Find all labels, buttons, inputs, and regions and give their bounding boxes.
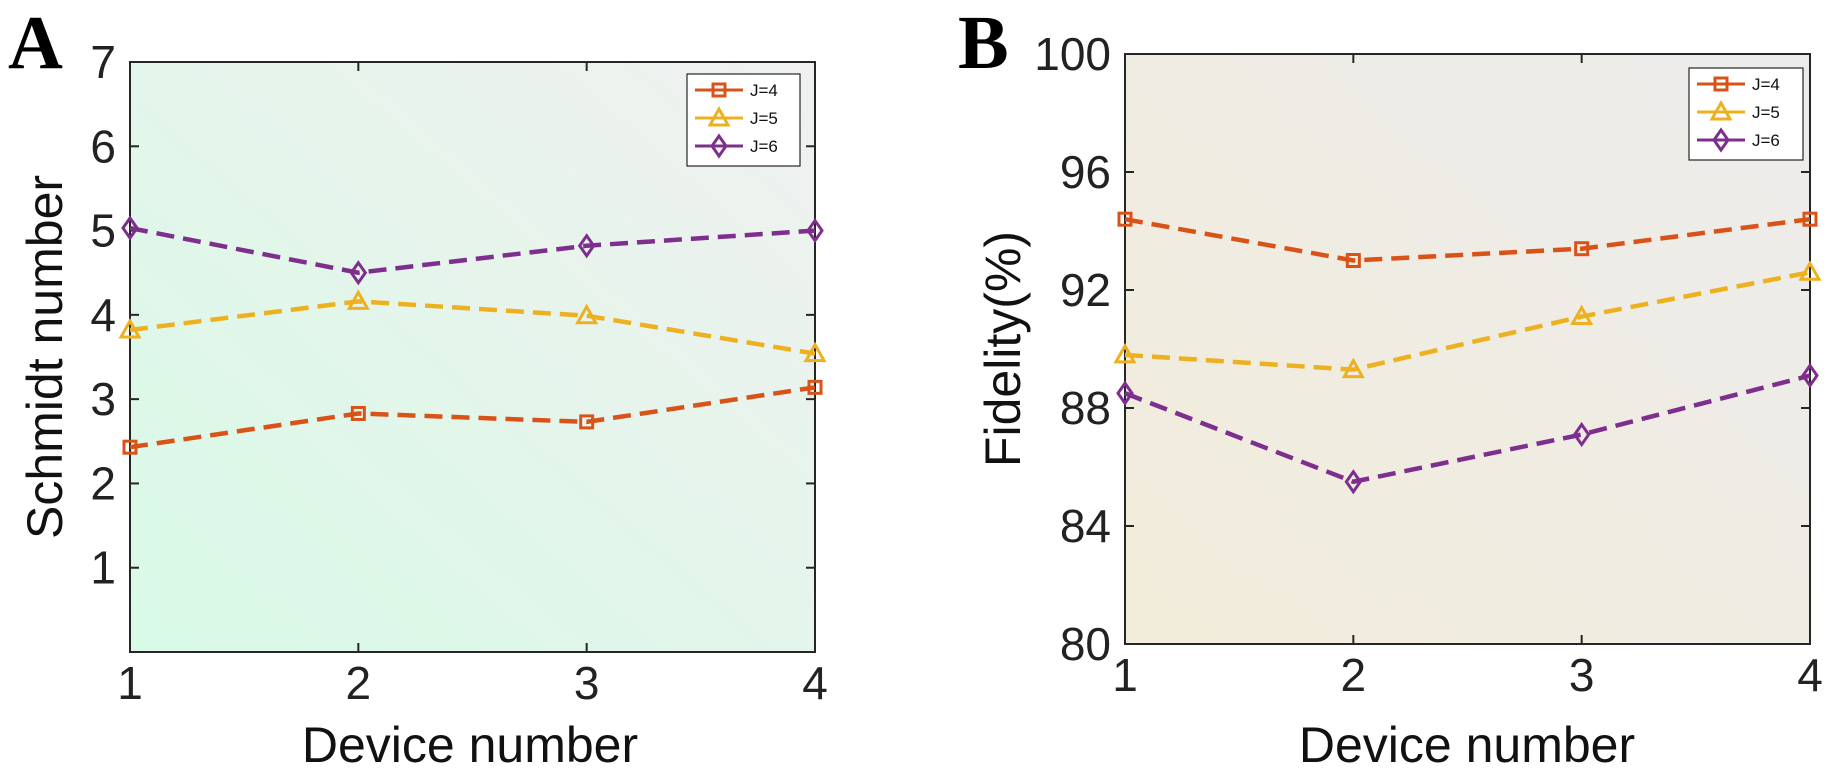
x-tick-label: 3 [1569, 649, 1595, 701]
data-point-J5 [575, 303, 599, 325]
x-tick-label: 2 [1341, 649, 1367, 701]
data-point-J5 [1570, 304, 1594, 326]
data-point-J4 [807, 379, 823, 395]
data-point-J4 [1345, 253, 1361, 268]
legend-marker [1712, 127, 1730, 153]
data-point-J5 [803, 341, 827, 363]
x-axis-title-a: Device number [302, 717, 638, 773]
data-point-J5 [118, 317, 142, 339]
series-line-J6 [1124, 373, 1811, 485]
legend-marker [707, 105, 731, 127]
legend-a: J=4 J=5 J=6 [686, 73, 801, 167]
legend-label: J=5 [750, 109, 778, 128]
x-tick-label: 4 [802, 657, 828, 709]
y-tick-label: 88 [1060, 382, 1111, 434]
legend-box [1688, 67, 1804, 161]
y-tick-label: 96 [1060, 146, 1111, 198]
panel-letter-b: B [958, 1, 1009, 85]
data-point-J6 [1572, 421, 1591, 448]
series-b [1113, 211, 1822, 495]
y-tick-label: 5 [90, 205, 116, 257]
data-point-J6 [1801, 362, 1819, 389]
data-point-J4 [122, 439, 138, 455]
series-line-J4 [129, 385, 816, 450]
panel-a: A 1 2 3 4 1 2 3 4 5 6 7 J=4 J=5 J=6 Device number Sc… [8, 1, 828, 773]
x-axis-title-b: Device number [1299, 717, 1635, 773]
data-point-J4 [1117, 211, 1133, 227]
legend-marker [710, 133, 728, 159]
series-a [118, 215, 827, 455]
data-point-J6 [806, 217, 824, 244]
legend-marker [1713, 76, 1729, 92]
series-line-J5 [1124, 270, 1811, 372]
data-point-J4 [1574, 241, 1590, 257]
series-line-J5 [129, 299, 816, 356]
series-line-J6 [129, 225, 816, 275]
data-point-J6 [577, 233, 596, 259]
legend-marker [711, 82, 727, 98]
y-tick-label: 80 [1060, 618, 1111, 670]
legend-label: J=5 [1752, 103, 1780, 122]
panel-b: B 1 2 3 4 80 84 88 92 96 100 J=4 J=5 J=6 Device num… [958, 1, 1823, 773]
y-tick-label: 92 [1060, 264, 1111, 316]
y-tick-label: 6 [90, 120, 116, 172]
x-tick-label: 2 [346, 657, 372, 709]
y-tick-label: 4 [90, 289, 116, 341]
y-tick-label: 100 [1034, 28, 1111, 80]
data-point-J4 [579, 414, 595, 430]
data-point-J6 [1344, 469, 1363, 495]
legend-marker [1709, 99, 1733, 121]
data-point-J5 [346, 289, 370, 310]
data-point-J6 [349, 260, 368, 286]
data-point-J6 [1116, 380, 1134, 406]
ticks-a: 1 2 3 4 1 2 3 4 5 6 7 [90, 36, 827, 709]
legend-label: J=6 [1752, 131, 1780, 150]
y-tick-label: 84 [1060, 500, 1111, 552]
x-tick-label: 3 [574, 657, 600, 709]
x-tick-label: 4 [1797, 649, 1823, 701]
legend-label: J=4 [750, 81, 778, 100]
y-tick-label: 7 [90, 36, 116, 88]
series-line-J4 [1124, 216, 1811, 263]
y-tick-label: 1 [90, 542, 116, 594]
data-point-J4 [350, 405, 366, 421]
data-point-J5 [1113, 342, 1137, 364]
data-point-J5 [1798, 260, 1822, 281]
legend-label: J=4 [1752, 75, 1780, 94]
legend-box [686, 73, 801, 167]
y-tick-label: 2 [90, 457, 116, 509]
ticks-b: 1 2 3 4 80 84 88 92 96 100 [1034, 28, 1823, 701]
y-axis-title-a: Schmidt number [17, 175, 73, 539]
panel-letter-a: A [8, 1, 63, 85]
legend-label: J=6 [750, 137, 778, 156]
data-point-J6 [121, 215, 139, 241]
x-tick-label: 1 [117, 657, 143, 709]
data-point-J4 [1802, 211, 1818, 227]
x-tick-label: 1 [1112, 649, 1138, 701]
y-tick-label: 3 [90, 373, 116, 425]
data-point-J5 [1341, 357, 1365, 379]
y-axis-title-b: Fidelity(%) [975, 231, 1031, 467]
legend-b: J=4 J=5 J=6 [1688, 67, 1804, 161]
